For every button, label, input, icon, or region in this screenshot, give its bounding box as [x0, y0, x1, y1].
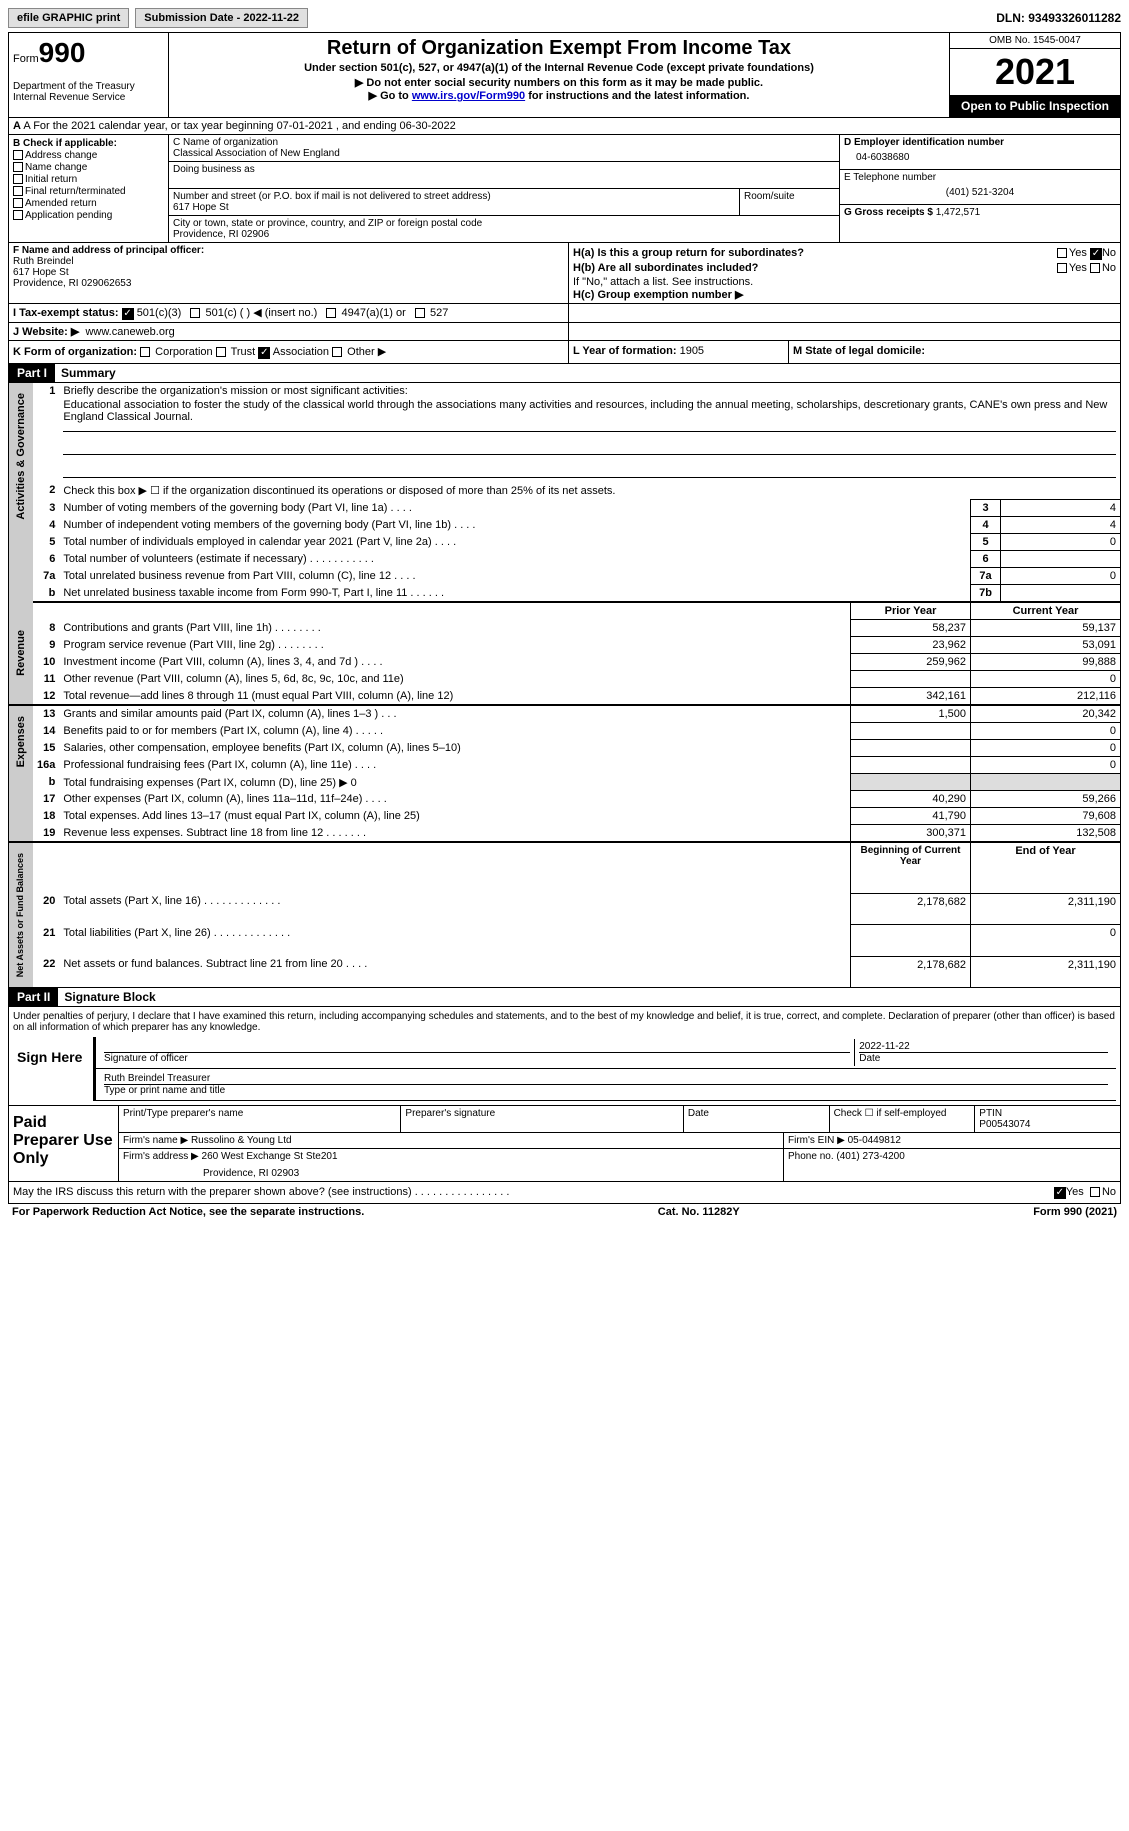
row-l: L Year of formation: 1905	[569, 341, 789, 363]
part2-hdr: Part II	[9, 988, 58, 1006]
discuss-row: May the IRS discuss this return with the…	[8, 1182, 1121, 1204]
dln: DLN: 93493326011282	[996, 11, 1121, 25]
subtitle-3: ▶ Go to www.irs.gov/Form990 for instruct…	[173, 89, 945, 102]
section-h: H(a) Is this a group return for subordin…	[569, 243, 1120, 303]
omb-number: OMB No. 1545-0047	[950, 33, 1120, 49]
chk-amended[interactable]	[13, 198, 23, 208]
row-a-tax-year: A A For the 2021 calendar year, or tax y…	[8, 118, 1121, 135]
part1-hdr: Part I	[9, 364, 55, 382]
chk-initial[interactable]	[13, 174, 23, 184]
sign-here-label: Sign Here	[13, 1037, 93, 1101]
summary-table: Activities & Governance 1 Briefly descri…	[8, 383, 1121, 988]
irs-link[interactable]: www.irs.gov/Form990	[412, 90, 525, 102]
section-b: B Check if applicable: Address change Na…	[9, 135, 169, 242]
chk-final[interactable]	[13, 186, 23, 196]
chk-address[interactable]	[13, 150, 23, 160]
subtitle-1: Under section 501(c), 527, or 4947(a)(1)…	[173, 62, 945, 74]
chk-name[interactable]	[13, 162, 23, 172]
side-exp: Expenses	[13, 708, 29, 775]
chk-pending[interactable]	[13, 210, 23, 220]
efile-btn[interactable]: efile GRAPHIC print	[8, 8, 129, 28]
tax-year: 2021	[950, 49, 1120, 95]
part1-title: Summary	[55, 364, 122, 382]
form-number: Form990	[13, 37, 164, 69]
row-m: M State of legal domicile:	[789, 341, 1120, 363]
row-k: K Form of organization: Corporation Trus…	[9, 341, 569, 363]
signature-block: Under penalties of perjury, I declare th…	[8, 1007, 1121, 1106]
form-title: Return of Organization Exempt From Incom…	[173, 37, 945, 60]
submission-btn[interactable]: Submission Date - 2022-11-22	[135, 8, 308, 28]
side-rev: Revenue	[13, 622, 29, 684]
section-f: F Name and address of principal officer:…	[9, 243, 569, 303]
part2-title: Signature Block	[58, 988, 161, 1006]
side-gov: Activities & Governance	[13, 385, 29, 528]
top-bar: efile GRAPHIC print Submission Date - 20…	[8, 8, 1121, 28]
subtitle-2: ▶ Do not enter social security numbers o…	[173, 76, 945, 89]
side-net: Net Assets or Fund Balances	[13, 845, 27, 985]
section-d: D Employer identification number04-60386…	[840, 135, 1120, 242]
footer: For Paperwork Reduction Act Notice, see …	[8, 1204, 1121, 1220]
form-header: Form990 Department of the Treasury Inter…	[8, 32, 1121, 118]
row-j: J Website: ▶ www.caneweb.org	[9, 323, 569, 340]
chk-501c3[interactable]: ✓	[122, 308, 134, 320]
dept-label: Department of the Treasury Internal Reve…	[13, 81, 164, 103]
section-c: C Name of organizationClassical Associat…	[169, 135, 840, 242]
row-i: I Tax-exempt status: ✓ 501(c)(3) 501(c) …	[9, 304, 569, 322]
paid-preparer: Paid Preparer Use Only Print/Type prepar…	[8, 1106, 1121, 1182]
open-inspection: Open to Public Inspection	[950, 95, 1120, 117]
